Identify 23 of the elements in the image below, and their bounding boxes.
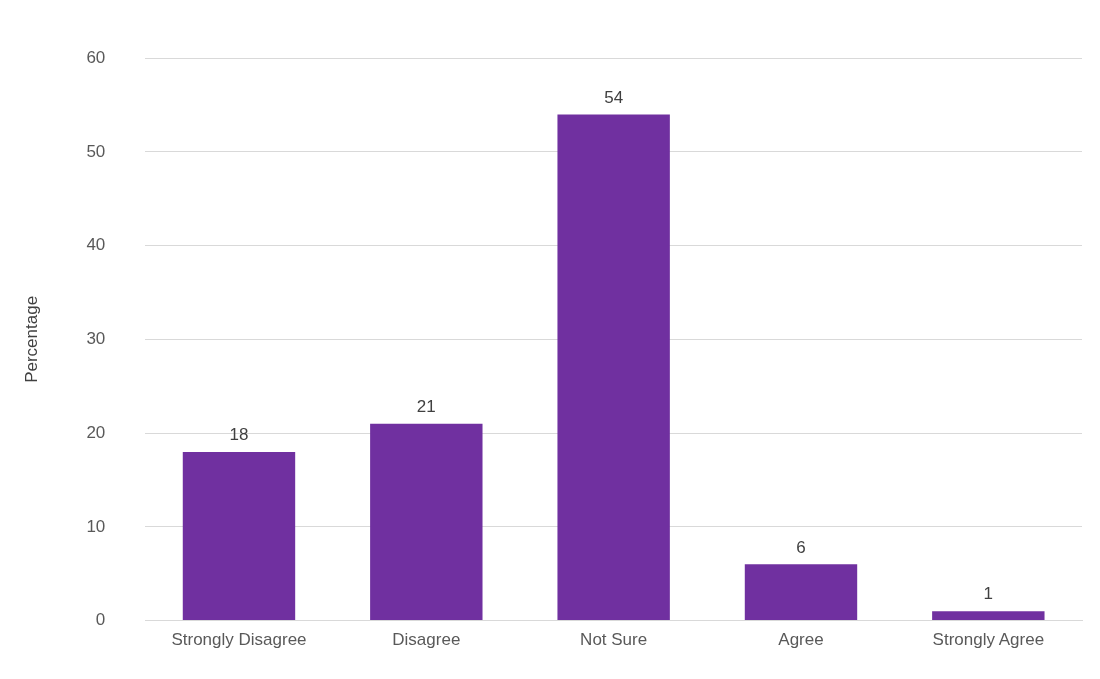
- bar: [744, 564, 858, 621]
- data-label: 6: [796, 537, 806, 557]
- x-tick-label: Not Sure: [580, 630, 648, 650]
- y-tick-label: 10: [86, 516, 106, 536]
- bar: [557, 114, 670, 621]
- y-tick-label: 60: [86, 47, 106, 67]
- y-tick-label: 20: [86, 422, 106, 442]
- y-tick-label: 50: [86, 141, 106, 161]
- y-axis-title: Percentage: [21, 295, 41, 383]
- data-label: 54: [604, 87, 624, 107]
- x-tick-label: Disagree: [392, 630, 461, 650]
- data-label: 1: [983, 584, 994, 604]
- x-tick-label: Agree: [778, 630, 824, 650]
- y-tick-label: 40: [86, 235, 106, 255]
- bar: [182, 451, 296, 621]
- data-label: 18: [229, 425, 249, 445]
- x-tick-label: Strongly Disagree: [171, 630, 307, 650]
- bar: [370, 423, 483, 621]
- x-tick-label: Strongly Agree: [932, 630, 1045, 650]
- y-tick-label: 0: [95, 610, 106, 630]
- y-tick-label: 30: [86, 329, 106, 349]
- data-label: 21: [416, 396, 436, 416]
- bar: [932, 611, 1045, 621]
